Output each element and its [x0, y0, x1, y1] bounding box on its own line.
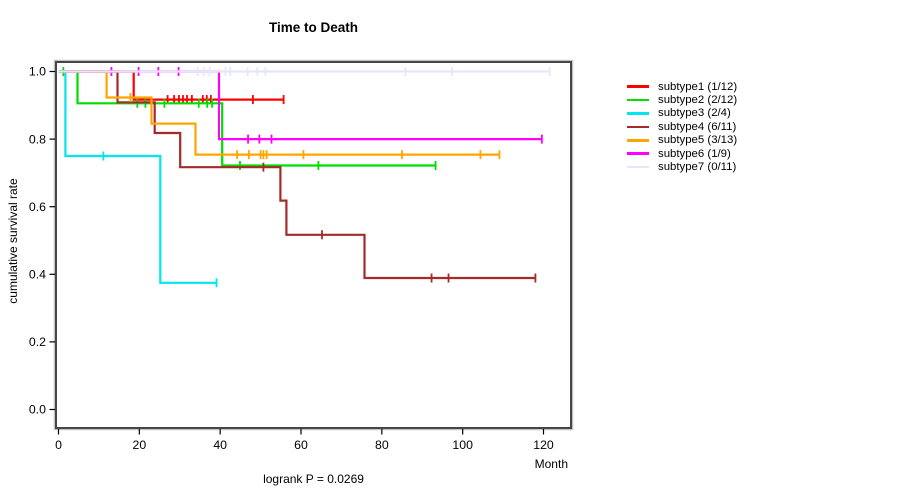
x-axis-tick-label: 20: [132, 438, 146, 452]
km-curve-subtype4: [58, 70, 536, 280]
legend: subtype1 (1/12) subtype2 (2/12) subtype3 (…: [627, 80, 737, 174]
y-axis-tick-label: 0.0: [29, 403, 46, 417]
legend-swatch-subtype3: [627, 112, 649, 115]
legend-item-subtype6: subtype6 (1/9): [627, 147, 737, 160]
x-axis-tick-label: 40: [213, 438, 227, 452]
legend-item-subtype4: subtype4 (6/11): [627, 120, 737, 133]
legend-label-subtype2: subtype2 (2/12): [658, 94, 738, 107]
y-axis-tick-label: 0.6: [29, 200, 46, 214]
chart-title: Time to Death: [268, 20, 358, 35]
legend-label-subtype5: subtype5 (3/13): [658, 134, 738, 147]
legend-item-subtype5: subtype5 (3/13): [627, 134, 737, 147]
y-axis-label: cumulative survival rate: [6, 178, 20, 304]
legend-item-subtype3: subtype3 (2/4): [627, 107, 737, 120]
x-axis-tick-label: 0: [55, 438, 62, 452]
y-axis-tick-label: 0.2: [29, 335, 46, 349]
plot-panel: [55, 61, 572, 429]
legend-swatch-subtype5: [627, 139, 649, 142]
legend-label-subtype6: subtype6 (1/9): [658, 147, 731, 160]
legend-swatch-subtype6: [627, 152, 649, 155]
logrank-pvalue-text: logrank P = 0.0269: [263, 472, 364, 486]
x-axis-tick-label: 120: [533, 438, 554, 452]
legend-swatch-subtype7: [627, 165, 649, 169]
x-axis-tick-label: 80: [375, 438, 389, 452]
legend-item-subtype1: subtype1 (1/12): [627, 80, 737, 93]
x-axis-tick-label: 100: [452, 438, 473, 452]
y-axis-tick-label: 0.8: [29, 132, 46, 146]
legend-swatch-subtype1: [627, 85, 649, 88]
legend-swatch-subtype4: [627, 125, 649, 129]
y-axis-tick-label: 1.0: [29, 65, 46, 79]
x-axis-tick-label: 60: [294, 438, 308, 452]
x-axis-label: Month: [534, 457, 568, 471]
plot-panel-shadow: [53, 59, 574, 431]
legend-label-subtype7: subtype7 (0/11): [658, 161, 737, 174]
legend-item-subtype2: subtype2 (2/12): [627, 93, 737, 106]
legend-swatch-subtype2: [627, 98, 649, 102]
km-curve-subtype5: [58, 70, 500, 156]
legend-label-subtype1: subtype1 (1/12): [658, 80, 738, 93]
y-axis-tick-label: 0.4: [29, 268, 46, 282]
legend-label-subtype3: subtype3 (2/4): [658, 107, 731, 120]
legend-item-subtype7: subtype7 (0/11): [627, 160, 737, 173]
legend-label-subtype4: subtype4 (6/11): [658, 120, 737, 133]
